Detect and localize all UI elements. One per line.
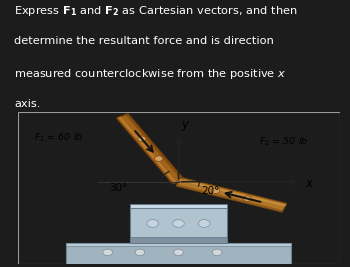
Circle shape: [173, 219, 184, 227]
Text: 30°: 30°: [109, 183, 128, 194]
Polygon shape: [116, 113, 184, 184]
Circle shape: [198, 219, 210, 227]
Polygon shape: [176, 178, 287, 212]
Text: x: x: [306, 177, 313, 190]
Circle shape: [243, 196, 252, 202]
Text: determine the resultant force and is direction: determine the resultant force and is dir…: [14, 36, 274, 46]
Text: $F_2$ = 50 lb: $F_2$ = 50 lb: [259, 136, 308, 148]
Bar: [130, 204, 227, 208]
Circle shape: [138, 136, 146, 142]
Circle shape: [155, 156, 163, 162]
Polygon shape: [125, 114, 184, 180]
Bar: [66, 243, 291, 246]
Text: y: y: [181, 118, 188, 131]
Text: 20°: 20°: [201, 186, 219, 196]
Polygon shape: [176, 184, 283, 212]
Bar: [130, 237, 227, 243]
Polygon shape: [118, 116, 177, 183]
Circle shape: [147, 219, 159, 227]
Circle shape: [211, 188, 220, 194]
Text: axis.: axis.: [14, 99, 40, 109]
Polygon shape: [179, 179, 286, 206]
Circle shape: [103, 249, 112, 256]
Circle shape: [212, 249, 222, 256]
Bar: [130, 208, 227, 243]
Circle shape: [174, 249, 183, 256]
Text: measured counterclockwise from the positive $x$: measured counterclockwise from the posit…: [14, 67, 286, 81]
Circle shape: [135, 249, 145, 256]
Text: Express $\mathbf{F_1}$ and $\mathbf{F_2}$ as Cartesian vectors, and then: Express $\mathbf{F_1}$ and $\mathbf{F_2}…: [14, 5, 298, 18]
Bar: [66, 243, 291, 264]
Text: $F_1$ = 60 lb: $F_1$ = 60 lb: [34, 131, 83, 144]
